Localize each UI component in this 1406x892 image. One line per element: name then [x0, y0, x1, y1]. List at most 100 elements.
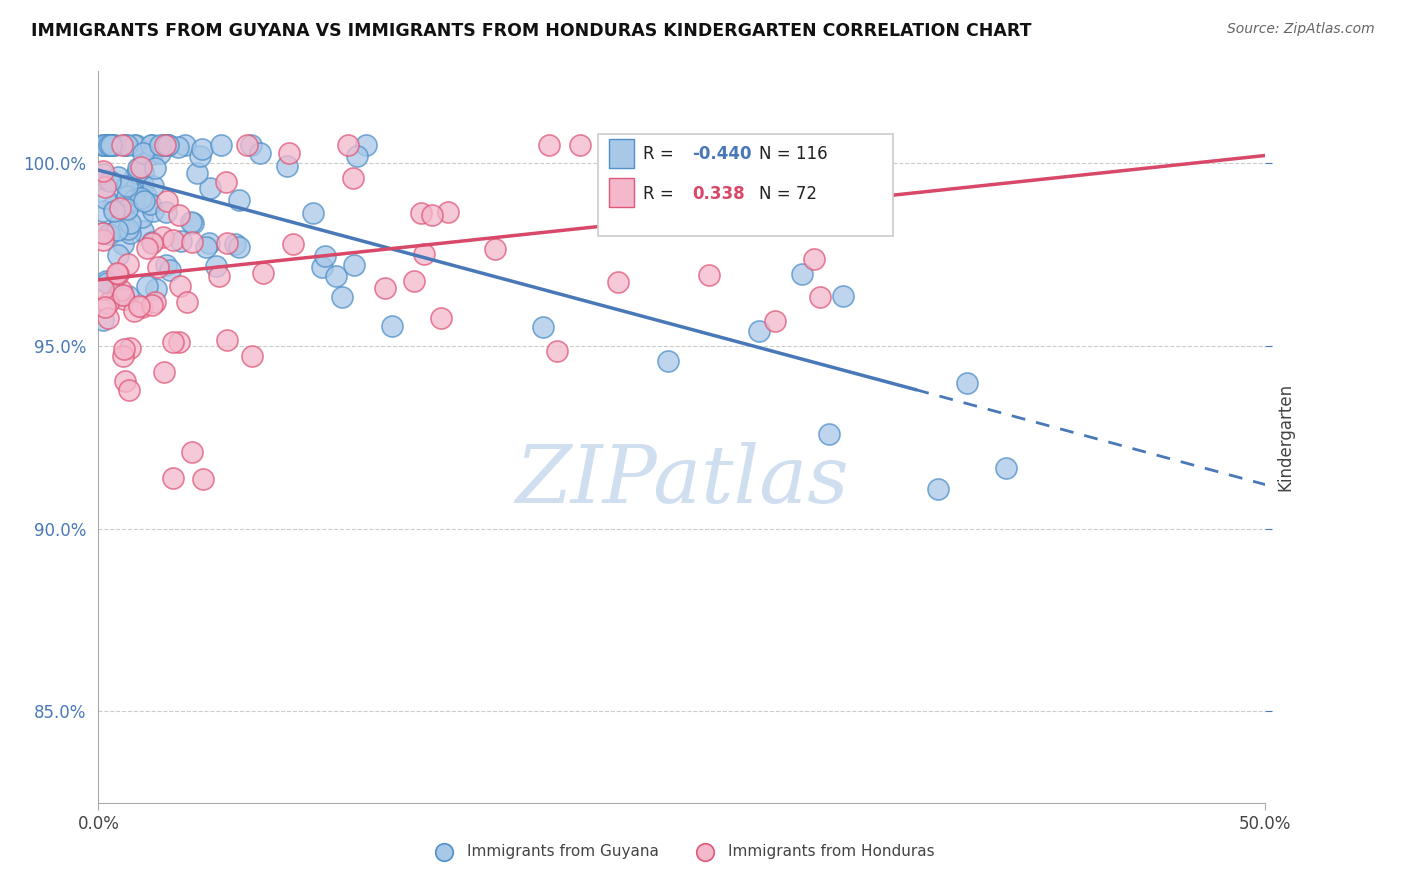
Point	[107, 169, 129, 184]
Point	[136, 279, 159, 293]
Y-axis label: Kindergarten: Kindergarten	[1277, 383, 1295, 491]
Point	[112, 288, 135, 302]
Point	[103, 137, 125, 152]
Point	[112, 343, 135, 357]
Point	[215, 175, 238, 189]
Point	[117, 222, 139, 236]
Point	[135, 241, 157, 255]
Point	[790, 267, 813, 281]
Point	[117, 202, 139, 216]
Text: IMMIGRANTS FROM GUYANA VS IMMIGRANTS FROM HONDURAS KINDERGARTEN CORRELATION CHAR: IMMIGRANTS FROM GUYANA VS IMMIGRANTS FRO…	[31, 22, 1032, 40]
Point	[141, 236, 163, 251]
Point	[122, 304, 145, 318]
Point	[217, 235, 239, 250]
Point	[342, 171, 364, 186]
Point	[141, 235, 163, 249]
Point	[107, 267, 129, 281]
Point	[354, 137, 377, 152]
Point	[132, 224, 155, 238]
Point	[122, 137, 145, 152]
Point	[818, 426, 841, 441]
Point	[276, 159, 298, 173]
Point	[409, 206, 432, 220]
Point	[120, 216, 142, 230]
Point	[180, 215, 202, 229]
Point	[149, 137, 172, 152]
Point	[96, 137, 118, 152]
Point	[763, 314, 786, 328]
Point	[141, 147, 163, 161]
Point	[311, 260, 333, 275]
Point	[131, 146, 153, 161]
Text: R =: R =	[643, 185, 689, 202]
Point	[170, 234, 193, 248]
Point	[117, 289, 139, 303]
Point	[283, 236, 305, 251]
Point	[994, 461, 1017, 475]
Point	[94, 191, 117, 205]
Point	[342, 258, 364, 272]
Point	[91, 234, 114, 248]
Point	[103, 137, 125, 152]
Point	[155, 258, 177, 272]
Point	[91, 282, 114, 296]
Point	[142, 178, 165, 193]
Point	[156, 194, 179, 208]
Point	[132, 178, 155, 192]
Point	[107, 219, 129, 233]
Point	[96, 276, 118, 290]
Point	[169, 279, 191, 293]
Point	[152, 365, 174, 379]
Point	[105, 266, 128, 280]
Point	[314, 248, 336, 262]
Point	[91, 163, 114, 178]
Point	[484, 242, 506, 256]
Point	[191, 142, 214, 156]
Point	[235, 137, 257, 152]
Point	[162, 334, 184, 349]
Point	[537, 137, 560, 152]
Point	[927, 482, 949, 496]
Point	[252, 266, 274, 280]
Point	[94, 300, 117, 314]
Point	[173, 137, 195, 152]
Point	[103, 199, 125, 213]
Point	[159, 263, 181, 277]
Point	[181, 235, 204, 249]
Point	[132, 165, 155, 179]
Point	[97, 137, 120, 152]
Point	[176, 294, 198, 309]
Point	[91, 226, 114, 240]
Point	[157, 137, 180, 152]
Text: 0.338: 0.338	[692, 185, 744, 202]
Point	[112, 199, 135, 213]
Text: Source: ZipAtlas.com: Source: ZipAtlas.com	[1227, 22, 1375, 37]
Text: N = 116: N = 116	[759, 145, 828, 163]
Point	[381, 318, 404, 333]
Point	[167, 208, 190, 222]
Point	[198, 180, 221, 194]
Point	[145, 282, 167, 296]
Point	[131, 210, 153, 224]
Text: -0.440: -0.440	[692, 145, 751, 163]
Point	[209, 137, 232, 152]
Point	[346, 149, 368, 163]
Legend: Immigrants from Guyana, Immigrants from Honduras: Immigrants from Guyana, Immigrants from …	[423, 838, 941, 864]
Text: ZIPatlas: ZIPatlas	[515, 442, 849, 520]
Point	[748, 324, 770, 338]
Point	[139, 197, 162, 211]
Point	[93, 137, 115, 152]
Point	[191, 472, 214, 486]
Point	[277, 146, 299, 161]
Point	[111, 137, 134, 152]
Point	[302, 206, 325, 220]
Point	[98, 137, 121, 152]
Point	[832, 289, 855, 303]
Point	[114, 137, 136, 152]
Point	[139, 137, 162, 152]
Point	[402, 274, 425, 288]
Point	[115, 137, 138, 152]
Point	[437, 205, 460, 219]
Point	[91, 204, 114, 219]
Point	[111, 236, 134, 251]
